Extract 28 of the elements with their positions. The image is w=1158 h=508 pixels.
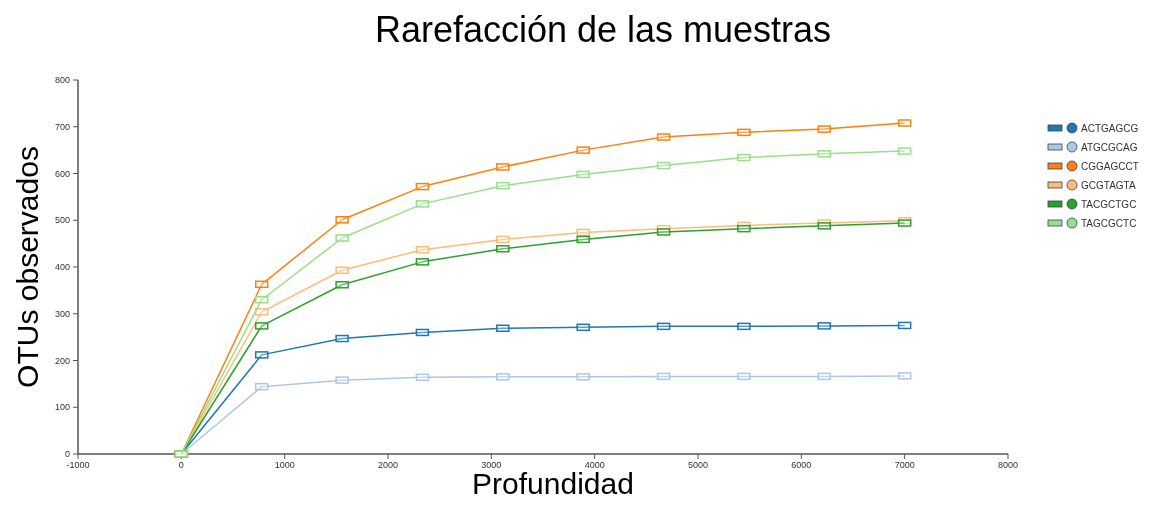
y-tick-label: 0 bbox=[64, 449, 70, 459]
y-tick-label: 600 bbox=[54, 168, 70, 179]
y-tick-label: 500 bbox=[54, 215, 70, 226]
y-axis-title: OTUs observados bbox=[11, 146, 44, 388]
x-tick-label: 5000 bbox=[687, 460, 709, 470]
y-tick-label: 100 bbox=[54, 402, 70, 413]
legend-label: ATGCGCAG bbox=[1081, 142, 1138, 153]
x-tick-label: 8000 bbox=[997, 460, 1019, 470]
x-tick-label: 2000 bbox=[377, 460, 399, 470]
x-tick-label: 7000 bbox=[894, 460, 915, 470]
x-tick-label: 1000 bbox=[274, 460, 295, 470]
legend-label: TACGCTGC bbox=[1081, 199, 1137, 210]
x-tick-label: 4000 bbox=[584, 460, 605, 470]
x-tick-label: 0 bbox=[178, 460, 184, 470]
y-tick-label: 700 bbox=[54, 121, 70, 132]
chart-title: Rarefacción de las muestras bbox=[374, 9, 832, 50]
x-tick-label: 3000 bbox=[481, 460, 502, 470]
x-tick-label: -1000 bbox=[66, 460, 90, 470]
y-tick-label: 200 bbox=[54, 355, 70, 366]
legend-label: ACTGAGCG bbox=[1081, 123, 1139, 134]
legend-label: TAGCGCTC bbox=[1081, 218, 1137, 229]
y-tick-label: 400 bbox=[54, 262, 70, 272]
x-axis-title: Profundidad bbox=[472, 467, 634, 500]
legend-label: CGGAGCCT bbox=[1081, 161, 1139, 172]
y-tick-label: 300 bbox=[54, 308, 70, 319]
legend-label: GCGTAGTA bbox=[1081, 180, 1136, 191]
x-tick-label: 6000 bbox=[791, 460, 812, 470]
y-tick-label: 800 bbox=[54, 75, 70, 85]
